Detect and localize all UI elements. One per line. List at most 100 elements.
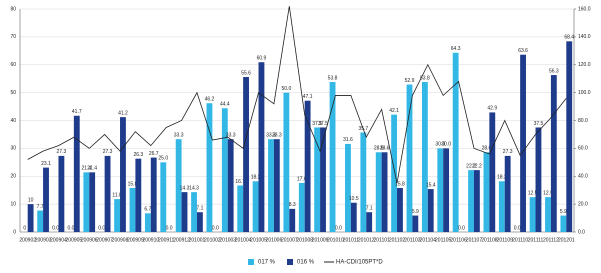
value-label: 52.9 xyxy=(405,78,415,84)
value-label: 42.9 xyxy=(487,106,497,112)
bar xyxy=(289,208,296,232)
bar xyxy=(314,127,321,232)
bar xyxy=(504,155,511,232)
y-tick-label: 0 xyxy=(13,229,16,235)
value-label: 30.0 xyxy=(441,142,451,148)
bar xyxy=(566,41,573,233)
bar xyxy=(89,172,96,232)
x-tick-label: 201102 xyxy=(389,237,406,243)
x-tick-label: 201105 xyxy=(435,237,452,243)
y-tick-label: 10 xyxy=(10,201,16,207)
y2-tick-label: 40.0 xyxy=(578,174,588,180)
value-label: 33.3 xyxy=(266,133,276,139)
value-label: 0 xyxy=(23,225,26,231)
bar xyxy=(412,215,419,232)
value-label: 0.0 xyxy=(335,225,342,231)
value-label: 33.3 xyxy=(226,133,236,139)
value-label: 56.3 xyxy=(549,68,559,74)
bar xyxy=(150,157,157,232)
bar xyxy=(206,103,213,232)
bar xyxy=(37,210,44,232)
x-tick-label: 201010 xyxy=(327,237,344,243)
y2-tick-label: 120.0 xyxy=(578,62,591,68)
value-label: 41.2 xyxy=(118,110,128,116)
x-tick-label: 200902 xyxy=(19,237,36,243)
bar xyxy=(58,155,65,232)
bar xyxy=(473,170,480,232)
value-label: 37.5 xyxy=(318,121,328,127)
value-label: 18.2 xyxy=(497,175,507,181)
x-tick-label: 200906 xyxy=(81,237,98,243)
bar xyxy=(298,182,305,232)
bar xyxy=(129,187,136,232)
x-tick-label: 201011 xyxy=(343,237,360,243)
x-tick-label: 200905 xyxy=(66,237,83,243)
bar xyxy=(144,213,151,232)
bar xyxy=(114,199,121,232)
y-tick-label: 70 xyxy=(10,34,16,40)
x-tick-label: 201004 xyxy=(235,237,252,243)
value-label: 7.1 xyxy=(196,206,203,212)
value-label: 0.0 xyxy=(52,225,59,231)
legend-label: 017 % xyxy=(258,260,276,266)
bar xyxy=(397,187,403,232)
value-label: 11.8 xyxy=(112,192,122,198)
bar xyxy=(258,62,265,233)
bar xyxy=(427,189,434,232)
value-label: 44.4 xyxy=(220,102,230,108)
bar xyxy=(345,143,351,232)
legend-label: 016 % xyxy=(297,260,315,266)
bar xyxy=(550,75,557,232)
value-label: 17.6 xyxy=(297,176,307,182)
legend-swatch xyxy=(287,259,294,265)
value-label: 21.4 xyxy=(87,166,97,172)
bar xyxy=(104,155,111,232)
x-tick-label: 201108 xyxy=(481,237,498,243)
bar xyxy=(73,115,80,232)
bar xyxy=(483,152,490,232)
bar xyxy=(221,108,228,232)
value-label: 5.9 xyxy=(412,209,419,215)
y-tick-label: 60 xyxy=(10,62,16,68)
x-tick-label: 201112 xyxy=(543,237,559,243)
bar xyxy=(273,139,280,232)
x-tick-label: 200912 xyxy=(173,237,190,243)
x-tick-label: 200907 xyxy=(96,237,113,243)
x-tick-label: 200904 xyxy=(50,237,67,243)
bar xyxy=(452,52,459,232)
bar xyxy=(135,158,142,232)
value-label: 37.5 xyxy=(312,121,322,127)
value-label: 28.6 xyxy=(482,146,492,152)
value-label: 0.0 xyxy=(98,225,105,231)
value-label: 8.3 xyxy=(289,202,296,208)
value-label: 27.3 xyxy=(103,149,113,155)
bar xyxy=(560,215,567,232)
bar xyxy=(283,92,290,232)
bar xyxy=(520,54,526,233)
bar xyxy=(181,192,188,232)
y2-tick-label: 140.0 xyxy=(578,34,591,40)
x-tick-label: 201201 xyxy=(558,237,575,243)
bar xyxy=(329,82,336,232)
value-label: 55.6 xyxy=(241,70,251,76)
value-label: 26.7 xyxy=(149,151,159,157)
value-label: 25.0 xyxy=(158,156,168,162)
bar xyxy=(83,172,90,232)
y2-tick-label: 80.0 xyxy=(578,118,588,124)
y2-tick-label: 60.0 xyxy=(578,146,588,152)
value-label: 15.8 xyxy=(128,181,138,187)
y2-tick-label: 20.0 xyxy=(578,201,588,207)
bar xyxy=(421,82,428,232)
x-tick-label: 201111 xyxy=(528,237,544,243)
value-label: 68.4 xyxy=(564,35,574,41)
bar xyxy=(191,192,197,232)
value-label: 53.8 xyxy=(328,75,338,81)
x-tick-label: 201012 xyxy=(358,237,375,243)
value-label: 28.6 xyxy=(380,146,390,152)
bar xyxy=(366,212,373,232)
value-label: 21.4 xyxy=(81,166,91,172)
x-tick-label: 201109 xyxy=(497,237,514,243)
value-label: 0.0 xyxy=(514,225,521,231)
x-tick-label: 201005 xyxy=(250,237,267,243)
x-tick-label: 200909 xyxy=(127,237,144,243)
